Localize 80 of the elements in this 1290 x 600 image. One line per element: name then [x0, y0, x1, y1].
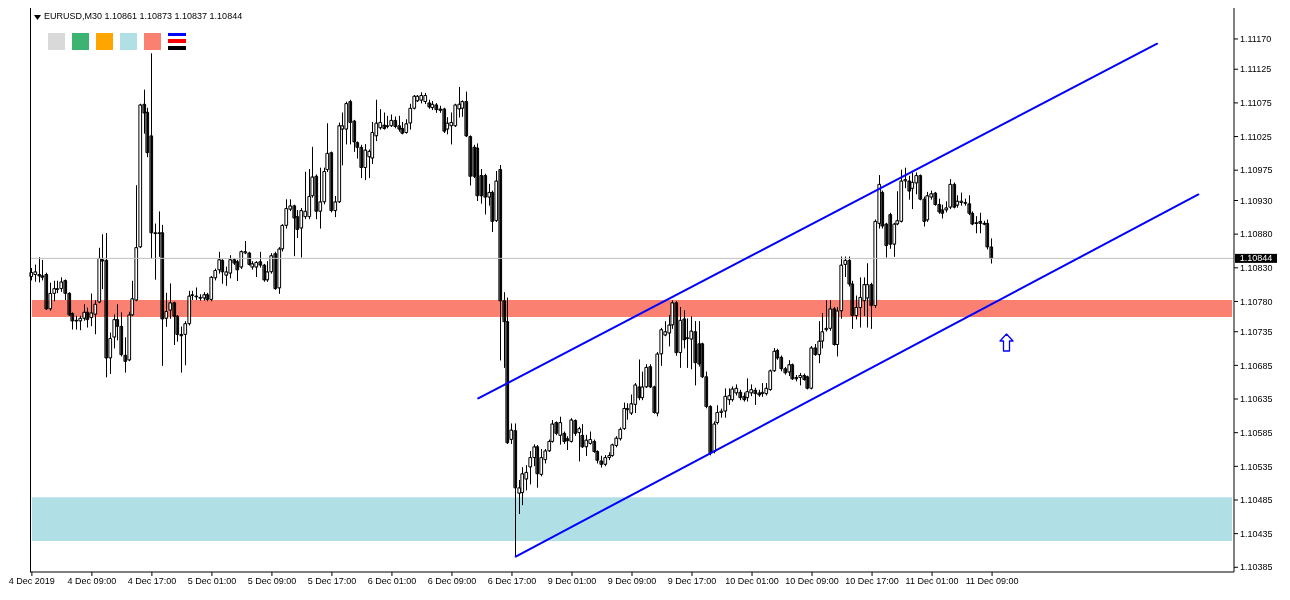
candlestick — [948, 179, 953, 210]
y-tick-label: 1.10830 — [1240, 262, 1273, 273]
y-tick-label: 1.10735 — [1240, 326, 1273, 337]
x-tick-label: 4 Dec 2019 — [8, 576, 55, 587]
x-tick-label: 11 Dec 09:00 — [965, 576, 1019, 587]
x-tick-label: 5 Dec 17:00 — [307, 576, 357, 587]
x-tick-label: 4 Dec 09:00 — [67, 576, 117, 587]
y-tick-label: 1.10635 — [1240, 394, 1273, 405]
candlestick — [397, 115, 402, 132]
x-tick-label: 10 Dec 09:00 — [785, 576, 839, 587]
candlestick — [513, 423, 518, 558]
candlestick — [809, 346, 814, 390]
candlestick — [535, 444, 540, 488]
candlestick — [959, 192, 964, 206]
candlestick — [430, 101, 435, 111]
candlestick — [865, 263, 870, 328]
x-tick-label: 10 Dec 01:00 — [725, 576, 779, 587]
candlestick — [475, 143, 480, 201]
y-tick-label: 1.11170 — [1240, 34, 1272, 45]
x-tick-label: 5 Dec 09:00 — [247, 576, 297, 587]
candlestick — [273, 251, 278, 290]
candlestick — [798, 372, 803, 386]
ref-line-label: 1.10844 — [1239, 253, 1273, 264]
candlestick — [899, 169, 904, 223]
candlestick — [423, 92, 428, 105]
candlestick — [790, 363, 795, 381]
candlestick — [558, 416, 563, 445]
y-tick-label: 1.11075 — [1240, 98, 1272, 109]
candlestick — [723, 388, 728, 418]
candlestick — [745, 378, 750, 402]
candlestick — [37, 257, 42, 283]
y-tick-label: 1.10435 — [1240, 528, 1273, 539]
y-tick-label: 1.10385 — [1240, 562, 1273, 573]
candlestick — [393, 116, 398, 129]
y-tick-label: 1.10485 — [1240, 495, 1273, 506]
candlestick — [202, 292, 207, 301]
candlestick — [29, 267, 34, 281]
x-tick-label: 9 Dec 01:00 — [547, 576, 597, 587]
candlestick — [978, 212, 983, 234]
candlestick — [389, 114, 394, 127]
y-tick-label: 1.10585 — [1240, 427, 1273, 438]
candlestick — [952, 182, 957, 209]
candlestick — [385, 115, 390, 129]
candlestick — [760, 383, 765, 397]
candlestick — [427, 99, 432, 109]
candlestick — [194, 287, 199, 300]
y-tick-label: 1.11025 — [1240, 131, 1272, 142]
candlestick — [442, 107, 447, 134]
y-tick-label: 1.10780 — [1240, 296, 1273, 307]
chart-title: EURUSD,M30 1.10861 1.10873 1.10837 1.10844 — [44, 11, 243, 22]
candlestick — [419, 92, 424, 104]
x-tick-label: 10 Dec 17:00 — [845, 576, 899, 587]
candlestick — [104, 232, 109, 378]
x-tick-label: 9 Dec 09:00 — [607, 576, 657, 587]
candlestick — [483, 173, 488, 215]
candlestick — [787, 360, 792, 376]
y-tick-label: 1.10880 — [1240, 229, 1273, 240]
candlestick — [74, 315, 79, 330]
x-tick-label: 5 Dec 01:00 — [187, 576, 237, 587]
candlestick — [603, 455, 608, 467]
x-tick-label: 11 Dec 01:00 — [905, 576, 959, 587]
candlestick — [363, 144, 368, 181]
candlestick — [910, 172, 915, 210]
candlestick — [730, 386, 735, 402]
candlestick — [318, 167, 323, 229]
y-tick-label: 1.10535 — [1240, 461, 1273, 472]
candlestick — [753, 387, 758, 405]
y-tick-label: 1.11125 — [1240, 64, 1272, 75]
x-tick-label: 6 Dec 17:00 — [487, 576, 537, 587]
y-tick-label: 1.10930 — [1240, 195, 1273, 206]
y-tick-label: 1.10685 — [1240, 360, 1273, 371]
candlestick — [434, 103, 439, 113]
candlestick — [622, 402, 627, 430]
candlestick — [359, 144, 364, 179]
x-tick-label: 9 Dec 17:00 — [667, 576, 717, 587]
x-tick-label: 6 Dec 09:00 — [427, 576, 477, 587]
y-tick-label: 1.10975 — [1240, 165, 1273, 176]
x-tick-label: 4 Dec 17:00 — [127, 576, 177, 587]
x-tick-label: 6 Dec 01:00 — [367, 576, 417, 587]
candlestick — [382, 112, 387, 130]
